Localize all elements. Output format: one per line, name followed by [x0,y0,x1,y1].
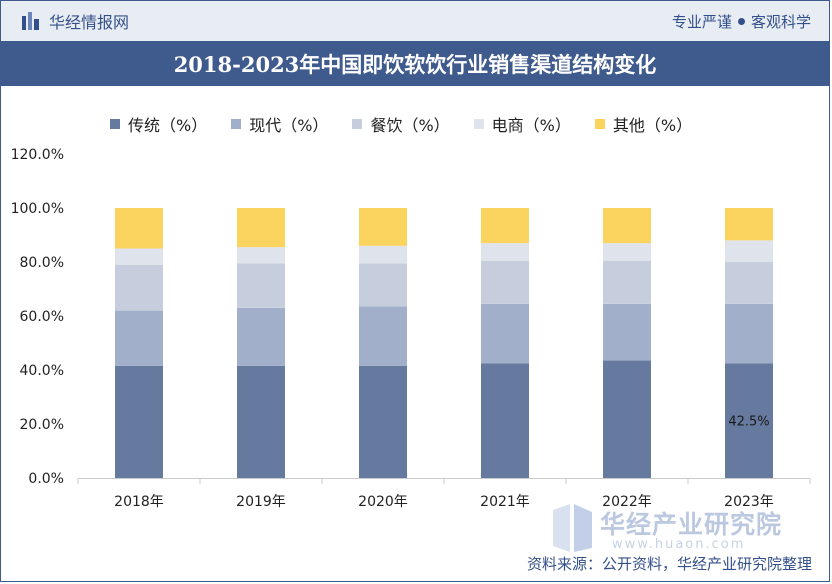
bar-segment [603,360,651,478]
legend-item[interactable]: 传统（%） [110,112,207,136]
legend-label: 电商（%） [491,116,571,135]
y-tick-label: 80.0% [20,255,64,271]
bar-segment [481,303,529,364]
source-note: 资料来源：公开资料，华经产业研究院整理 [526,555,812,573]
y-tick-label: 100.0% [11,201,64,217]
legend-swatch [473,119,484,129]
x-tick-label: 2019年 [236,494,286,510]
legend: 传统（%） 现代（%） 餐饮（%） 电商（%） 其他（%） [110,112,716,136]
bar-segment [725,262,773,304]
slogan-right: 客观科学 [750,12,811,31]
brand-name: 华经情报网 [49,13,130,32]
bar-segment [359,263,407,307]
bar-segment [725,208,773,241]
bar-segment [237,263,285,308]
y-tick-label: 120.0% [11,147,64,163]
bar-segment [237,208,285,248]
legend-item[interactable]: 其他（%） [594,112,693,136]
slogan-left: 专业严谨 [671,12,732,31]
y-tick-label: 40.0% [20,363,64,379]
legend-swatch [352,119,363,129]
bar-segment [359,365,407,478]
bar-segment [359,208,407,246]
bar-segment [725,240,773,262]
bar-segment [603,260,651,304]
legend-item[interactable]: 餐饮（%） [352,112,450,136]
chart-title: 2018-2023年中国即饮软饮行业销售渠道结构变化 [173,51,657,77]
bullet-dot-icon [737,17,745,25]
legend-swatch [231,119,242,129]
brand[interactable]: 华经情报网 [21,9,129,33]
bar-segment [115,248,163,265]
top-bar: 华经情报网 专业严谨 客观科学 [1,1,829,41]
legend-label: 现代（%） [249,116,329,135]
bar-segment [115,310,163,366]
x-tick-label: 2020年 [358,494,408,510]
y-tick-label: 20.0% [20,417,64,433]
bar-segment [115,365,163,478]
x-tick-label: 2021年 [480,494,530,510]
bar-segment [603,303,651,361]
bar-segment [725,363,773,478]
bar-segment [725,303,773,364]
brand-logo-icon [22,12,39,30]
x-tick-label: 2022年 [602,494,652,510]
legend-label: 餐饮（%） [370,116,450,135]
legend-label: 其他（%） [612,116,693,135]
bar-segment [603,243,651,261]
legend-item[interactable]: 电商（%） [473,112,571,136]
bar-segment [603,208,651,244]
y-tick-label: 0.0% [28,471,64,487]
x-tick-label: 2018年 [114,494,164,510]
bar-segment [237,247,285,264]
bar-segment [359,306,407,366]
bar-segment [481,243,529,261]
data-label: 42.5% [728,415,769,430]
bar-segment [237,365,285,478]
bar-segment [115,264,163,311]
bar-segment [481,260,529,304]
y-tick-label: 60.0% [20,309,64,325]
bar-segment [359,245,407,264]
bar-segment [115,208,163,249]
bar-segment [237,307,285,366]
legend-label: 传统（%） [128,116,208,135]
watermark-text: 华经产业研究院 [600,510,783,539]
slogan: 专业严谨 客观科学 [672,9,811,33]
chart-title-bar: 2018-2023年中国即饮软饮行业销售渠道结构变化 [1,41,829,86]
legend-swatch [594,119,605,129]
bar-segment [481,208,529,244]
watermark-url: www.huaon.com [612,537,746,552]
watermark-logo-icon [553,504,592,552]
legend-item[interactable]: 现代（%） [231,112,328,136]
x-tick-label: 2023年 [724,494,774,510]
legend-swatch [110,119,120,129]
bar-segment [481,363,529,478]
